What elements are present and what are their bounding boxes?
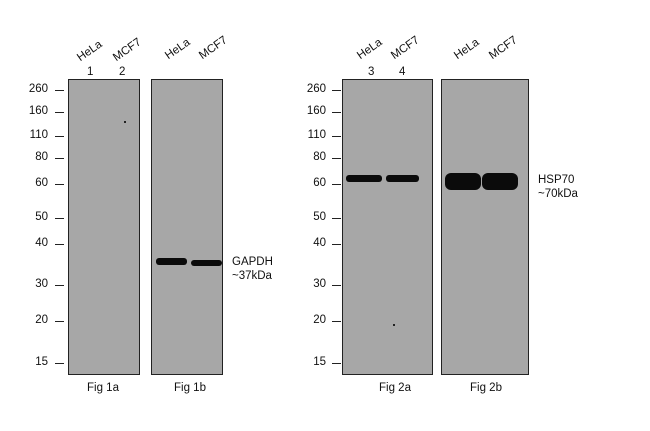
band-name: HSP70 bbox=[538, 174, 575, 186]
mw-tick bbox=[332, 112, 341, 113]
mw-tick bbox=[332, 158, 341, 159]
lane-label-mcf7: MCF7 bbox=[197, 34, 230, 62]
mw-marker: 160 bbox=[306, 105, 326, 117]
mw-marker: 30 bbox=[35, 278, 48, 290]
hsp70-band-hela-strong bbox=[445, 173, 481, 190]
hsp70-label: HSP70 ~70kDa bbox=[538, 173, 578, 201]
membrane-fig-2b bbox=[441, 79, 529, 375]
lane-label-hela: HeLa bbox=[163, 36, 193, 62]
mw-marker: 20 bbox=[35, 314, 48, 326]
mw-marker: 15 bbox=[35, 356, 48, 368]
lane-label-mcf7: MCF7 bbox=[111, 36, 144, 64]
membrane-fig-1a bbox=[68, 79, 140, 375]
band-name: GAPDH bbox=[232, 256, 273, 268]
gapdh-band-mcf7 bbox=[191, 260, 222, 266]
mw-marker: 110 bbox=[307, 129, 326, 141]
mw-marker: 40 bbox=[35, 237, 48, 249]
mw-marker: 260 bbox=[306, 83, 326, 95]
mw-marker: 20 bbox=[313, 314, 326, 326]
mw-tick bbox=[55, 363, 64, 364]
mw-tick bbox=[55, 285, 64, 286]
lane-number: 4 bbox=[399, 66, 406, 78]
lane-number: 3 bbox=[368, 66, 375, 78]
band-size: ~70kDa bbox=[538, 188, 578, 200]
mw-tick bbox=[332, 285, 341, 286]
mw-tick bbox=[55, 136, 64, 137]
lane-number: 2 bbox=[119, 66, 126, 78]
membrane-fig-2a bbox=[342, 79, 433, 375]
mw-marker: 260 bbox=[28, 83, 48, 95]
fig-label-1a: Fig 1a bbox=[87, 382, 119, 394]
lane-number: 1 bbox=[87, 66, 94, 78]
mw-tick bbox=[55, 184, 64, 185]
gapdh-band-hela bbox=[156, 258, 187, 265]
mw-tick bbox=[332, 321, 341, 322]
mw-tick bbox=[332, 244, 341, 245]
hsp70-band-mcf7 bbox=[386, 175, 419, 182]
mw-tick bbox=[332, 363, 341, 364]
gapdh-label: GAPDH ~37kDa bbox=[232, 255, 273, 283]
mw-tick bbox=[55, 112, 64, 113]
mw-tick bbox=[332, 218, 341, 219]
mw-marker: 60 bbox=[35, 177, 48, 189]
mw-tick bbox=[55, 321, 64, 322]
mw-tick bbox=[55, 244, 64, 245]
lane-label-mcf7: MCF7 bbox=[389, 34, 422, 62]
mw-marker: 50 bbox=[313, 211, 326, 223]
mw-tick bbox=[332, 90, 341, 91]
fig-label-1b: Fig 1b bbox=[174, 382, 206, 394]
mw-marker: 15 bbox=[313, 356, 326, 368]
mw-marker: 160 bbox=[28, 105, 48, 117]
lane-label-hela: HeLa bbox=[452, 36, 482, 62]
mw-tick bbox=[332, 136, 341, 137]
membrane-speck bbox=[393, 324, 395, 326]
mw-tick bbox=[55, 158, 64, 159]
lane-label-mcf7: MCF7 bbox=[487, 34, 520, 62]
mw-marker: 110 bbox=[29, 129, 48, 141]
membrane-speck bbox=[124, 121, 126, 123]
lane-label-hela: HeLa bbox=[75, 38, 105, 64]
mw-marker: 50 bbox=[35, 211, 48, 223]
mw-tick bbox=[55, 218, 64, 219]
mw-tick bbox=[55, 90, 64, 91]
mw-tick bbox=[332, 184, 341, 185]
lane-label-hela: HeLa bbox=[355, 36, 385, 62]
mw-marker: 80 bbox=[313, 151, 326, 163]
mw-marker: 40 bbox=[313, 237, 326, 249]
mw-marker: 80 bbox=[35, 151, 48, 163]
fig-label-2b: Fig 2b bbox=[470, 382, 502, 394]
membrane-fig-1b bbox=[151, 79, 223, 375]
mw-marker: 30 bbox=[313, 278, 326, 290]
mw-marker: 60 bbox=[313, 177, 326, 189]
hsp70-band-hela bbox=[346, 175, 382, 182]
hsp70-band-mcf7-strong bbox=[482, 173, 518, 190]
fig-label-2a: Fig 2a bbox=[379, 382, 411, 394]
band-size: ~37kDa bbox=[232, 270, 272, 282]
